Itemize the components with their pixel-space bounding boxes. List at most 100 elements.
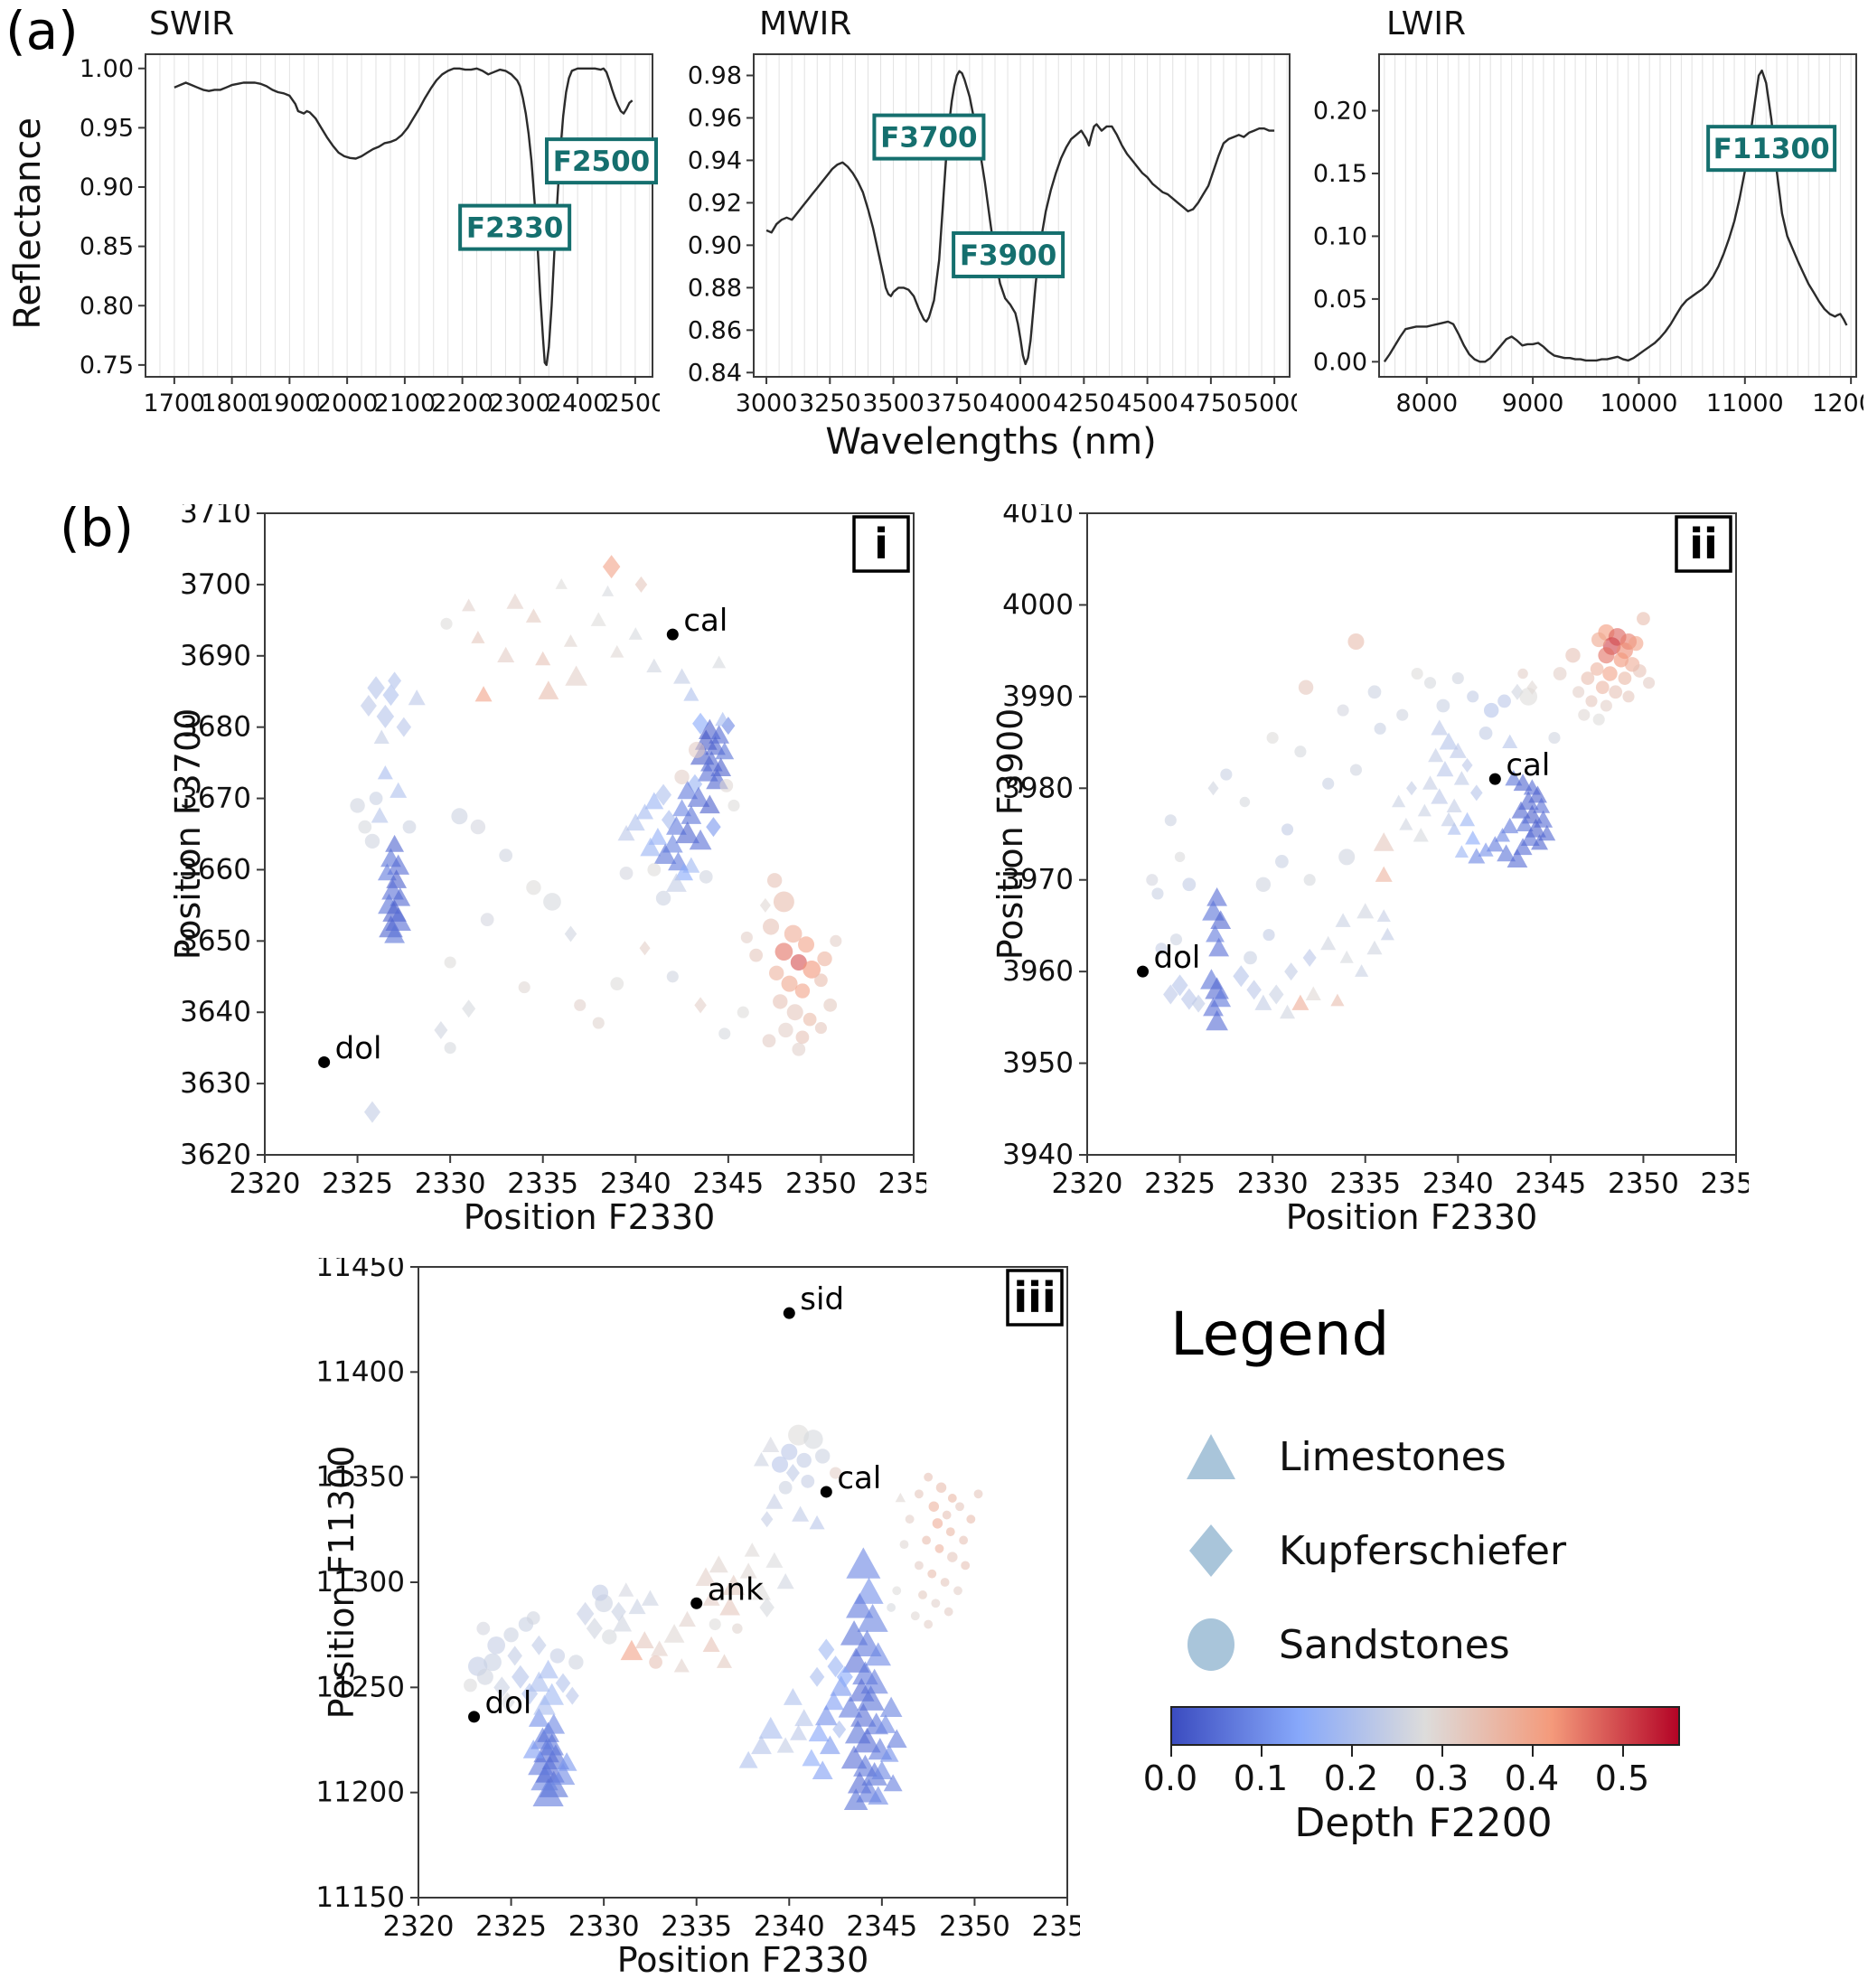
svg-text:2340: 2340 [600,1167,671,1200]
svg-text:2320: 2320 [230,1167,301,1200]
svg-text:F2500: F2500 [553,145,650,178]
svg-text:3000: 3000 [736,389,798,417]
svg-text:3630: 3630 [180,1067,251,1100]
svg-text:3500: 3500 [862,389,925,417]
colorbar-tick-mark [1441,1746,1443,1757]
lwir-line-chart: 0.00 0.05 0.10 0.15 0.20 8000 9000 10000 11000 12… [1310,43,1863,418]
reflectance-axis-label: Reflectance [7,117,49,330]
svg-text:2345: 2345 [692,1167,764,1200]
svg-text:11350: 11350 [315,1461,405,1494]
svg-text:2340: 2340 [1422,1167,1494,1200]
svg-text:Position F11300: Position F11300 [322,1446,361,1720]
colorbar-tick-label: 0.4 [1504,1758,1560,1798]
svg-text:1.00: 1.00 [80,55,134,83]
svg-text:11250: 11250 [315,1671,405,1703]
svg-text:11450: 11450 [315,1258,405,1283]
svg-text:3650: 3650 [180,924,251,957]
svg-text:3670: 3670 [180,783,251,815]
legend-item-label: Kupferschiefer [1279,1527,1567,1574]
svg-text:2345: 2345 [846,1910,917,1943]
svg-text:dol: dol [1154,940,1201,976]
svg-text:ii: ii [1689,520,1718,568]
svg-text:2330: 2330 [415,1167,486,1200]
svg-text:2325: 2325 [1144,1167,1216,1200]
scatter-plot-i: 3620 3630 3640 3650 3660 3670 3680 3690 3700 3710… [158,504,926,1238]
svg-text:2350: 2350 [939,1910,1010,1943]
svg-text:Position F2330: Position F2330 [617,1940,869,1980]
colorbar-ticks: 0.0 0.1 0.2 0.3 0.4 0.5 [1143,1746,1676,1798]
svg-text:2325: 2325 [475,1910,547,1943]
colorbar-label: Depth F2200 [1294,1800,1553,1846]
svg-text:2335: 2335 [507,1167,578,1200]
svg-text:2330: 2330 [1237,1167,1309,1200]
svg-text:0.88: 0.88 [688,274,742,302]
svg-text:0.80: 0.80 [80,292,134,320]
scatter-plot-ii: 3940 3950 3960 3970 3980 3990 4000 4010 2320 2325… [981,504,1749,1238]
svg-text:3700: 3700 [180,568,251,601]
svg-text:3250: 3250 [799,389,861,417]
scatter-plot-iii: 11150 11200 11250 11300 11350 11400 11450 2320 2… [312,1258,1080,1981]
svg-text:2340: 2340 [754,1910,825,1943]
svg-text:8000: 8000 [1395,389,1458,417]
svg-text:3940: 3940 [1002,1139,1074,1171]
svg-text:i: i [874,520,888,568]
svg-text:0.86: 0.86 [688,316,742,344]
colorbar-tick-mark [1351,1746,1353,1757]
depth-colorbar [1170,1706,1680,1746]
legend-item-label: Limestones [1279,1433,1507,1480]
swir-line-chart: 0.75 0.80 0.85 0.90 0.95 1.00 1700 1800 1900 2000… [77,43,660,418]
svg-text:0.00: 0.00 [1313,348,1367,376]
colorbar-tick-mark [1261,1746,1263,1757]
svg-text:3950: 3950 [1002,1047,1074,1080]
svg-text:3620: 3620 [180,1139,251,1171]
svg-text:3660: 3660 [180,853,251,886]
svg-text:3970: 3970 [1002,864,1074,896]
colorbar-tick-mark [1170,1746,1172,1757]
colorbar-tick-label: 0.3 [1413,1758,1469,1798]
svg-text:sid: sid [800,1281,844,1318]
svg-text:2350: 2350 [1608,1167,1679,1200]
svg-text:4000: 4000 [990,389,1052,417]
mwir-line-chart: 0.84 0.86 0.88 0.90 0.92 0.94 0.96 0.98 3000 3250… [685,43,1297,418]
colorbar-tick-mark [1532,1746,1534,1757]
colorbar-tick-label: 0.2 [1323,1758,1379,1798]
legend-item-kupferschiefer: Kupferschiefer [1179,1504,1740,1598]
svg-text:0.98: 0.98 [688,61,742,89]
svg-text:3990: 3990 [1002,680,1074,713]
lwir-title: LWIR [1386,5,1466,42]
svg-text:11400: 11400 [315,1355,405,1388]
svg-text:3980: 3980 [1002,772,1074,804]
svg-text:11000: 11000 [1706,389,1784,417]
svg-text:0.90: 0.90 [80,173,134,202]
colorbar-tick-label: 0.1 [1233,1758,1289,1798]
svg-text:2100: 2100 [374,389,436,417]
svg-text:0.84: 0.84 [688,359,742,387]
svg-text:2325: 2325 [322,1167,393,1200]
svg-text:2200: 2200 [431,389,493,417]
svg-text:cal: cal [683,603,727,639]
svg-text:0.75: 0.75 [80,352,134,380]
svg-text:0.95: 0.95 [80,114,134,142]
svg-text:0.20: 0.20 [1313,98,1367,126]
svg-text:2355: 2355 [1701,1167,1749,1200]
svg-text:cal: cal [837,1460,881,1496]
svg-text:3710: 3710 [180,504,251,530]
wavelengths-axis-label: Wavelengths (nm) [825,421,1157,463]
colorbar-tick-mark [1622,1746,1624,1757]
sandstones-circle-icon [1179,1617,1243,1673]
svg-text:Position F3700: Position F3700 [168,708,208,961]
svg-text:2330: 2330 [568,1910,640,1943]
colorbar-tick-label: 0.0 [1142,1758,1198,1798]
mwir-title: MWIR [759,5,852,42]
svg-text:12000: 12000 [1812,389,1863,417]
svg-text:3680: 3680 [180,711,251,744]
legend-item-limestones: Limestones [1179,1410,1740,1504]
legend-item-label: Sandstones [1279,1621,1510,1668]
svg-text:2000: 2000 [316,389,379,417]
svg-text:2355: 2355 [878,1167,926,1200]
svg-text:4750: 4750 [1180,389,1243,417]
svg-text:1700: 1700 [144,389,206,417]
svg-text:F3900: F3900 [960,239,1056,272]
svg-text:2500: 2500 [605,389,660,417]
svg-text:0.15: 0.15 [1313,160,1367,188]
